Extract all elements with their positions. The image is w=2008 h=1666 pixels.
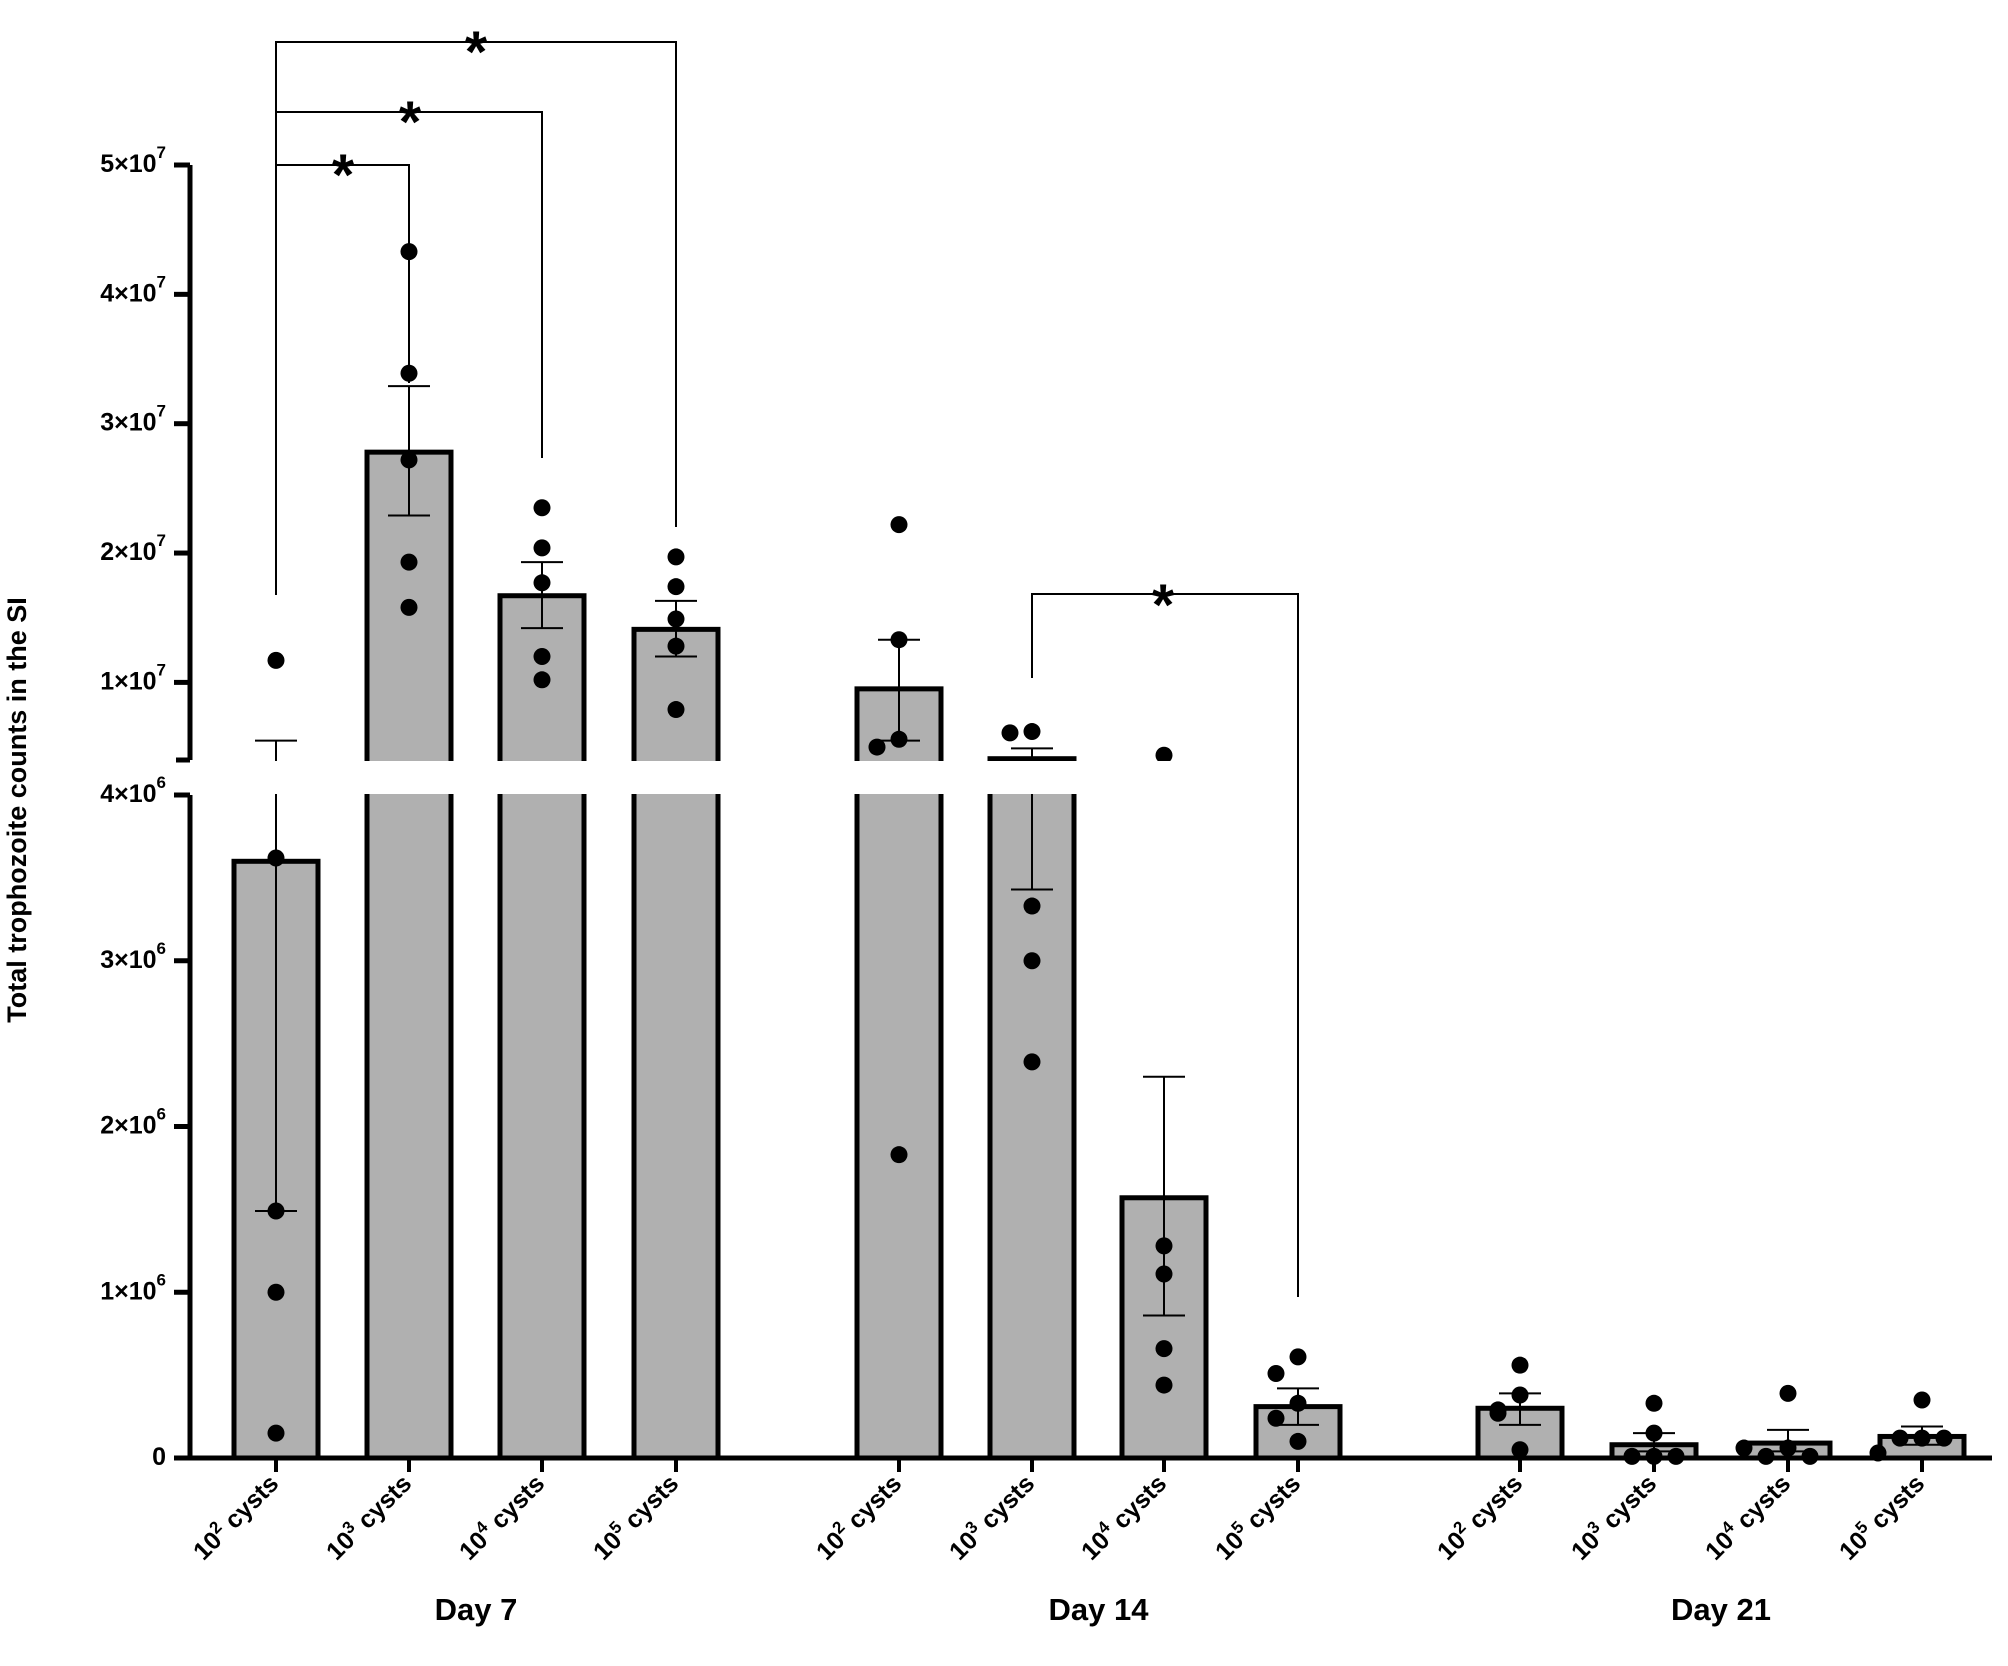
data-point bbox=[1289, 1432, 1307, 1450]
category-label: 104 cysts bbox=[452, 1467, 550, 1565]
data-point bbox=[1289, 1394, 1307, 1412]
data-point bbox=[1735, 1439, 1753, 1457]
group-label: Day 7 bbox=[435, 1592, 518, 1627]
y-tick-label: 5×107 bbox=[100, 143, 166, 177]
data-point bbox=[400, 598, 418, 616]
category-label: 104 cysts bbox=[1074, 1467, 1172, 1565]
group-label: Day 21 bbox=[1671, 1592, 1771, 1627]
category-label: 105 cysts bbox=[1832, 1467, 1930, 1565]
data-point bbox=[667, 701, 685, 719]
data-point bbox=[267, 651, 285, 669]
data-point bbox=[1511, 1356, 1529, 1374]
data-point bbox=[667, 637, 685, 655]
significance-label: * bbox=[1152, 573, 1175, 638]
data-point bbox=[1155, 1376, 1173, 1394]
data-point bbox=[1645, 1394, 1663, 1412]
category-label: 103 cysts bbox=[1564, 1467, 1662, 1565]
bar bbox=[497, 593, 587, 1461]
significance-bracket bbox=[275, 41, 677, 595]
y-tick-label: 3×106 bbox=[100, 939, 166, 973]
data-point bbox=[533, 574, 551, 592]
category-label: 102 cysts bbox=[1430, 1467, 1528, 1565]
data-point bbox=[1023, 723, 1041, 741]
data-point bbox=[267, 1424, 285, 1442]
data-point bbox=[533, 539, 551, 557]
data-point bbox=[1155, 1237, 1173, 1255]
data-point bbox=[1023, 952, 1041, 970]
data-point bbox=[533, 648, 551, 666]
data-point bbox=[533, 671, 551, 689]
category-label: 102 cysts bbox=[186, 1467, 284, 1565]
data-point bbox=[667, 578, 685, 596]
significance-bracket bbox=[1031, 593, 1299, 1297]
data-point bbox=[1511, 1386, 1529, 1404]
data-point bbox=[400, 451, 418, 469]
y-tick-label: 4×107 bbox=[100, 273, 166, 307]
axis-break-gap bbox=[194, 761, 1996, 794]
data-point bbox=[1913, 1429, 1931, 1447]
group-label: Day 14 bbox=[1049, 1592, 1150, 1627]
category-label: 103 cysts bbox=[319, 1467, 417, 1565]
data-point bbox=[1913, 1391, 1931, 1409]
bar bbox=[854, 686, 944, 1461]
data-point bbox=[267, 849, 285, 867]
y-tick-label: 1×107 bbox=[100, 661, 166, 695]
data-point bbox=[667, 548, 685, 566]
data-point bbox=[1155, 746, 1173, 764]
data-point bbox=[1155, 1265, 1173, 1283]
category-label: 102 cysts bbox=[809, 1467, 907, 1565]
y-tick-label: 4×106 bbox=[100, 773, 166, 807]
data-point bbox=[1511, 1441, 1529, 1459]
data-point bbox=[868, 738, 886, 756]
data-point bbox=[1779, 1384, 1797, 1402]
category-label: 105 cysts bbox=[586, 1467, 684, 1565]
significance-label: * bbox=[465, 20, 488, 85]
y-tick-label: 1×106 bbox=[100, 1271, 166, 1305]
y-tick-label: 0 bbox=[152, 1443, 166, 1471]
significance-label: * bbox=[399, 90, 422, 155]
data-point bbox=[1267, 1364, 1285, 1382]
data-point bbox=[1489, 1404, 1507, 1422]
data-point bbox=[1645, 1424, 1663, 1442]
data-point bbox=[267, 1202, 285, 1220]
data-point bbox=[267, 1283, 285, 1301]
y-axis-title: Total trophozoite counts in the SI bbox=[2, 597, 32, 1022]
data-point bbox=[400, 553, 418, 571]
data-point bbox=[1267, 1409, 1285, 1427]
data-point bbox=[1001, 724, 1019, 742]
data-point bbox=[1023, 897, 1041, 915]
y-tick-label: 2×106 bbox=[100, 1105, 166, 1139]
bar bbox=[631, 626, 721, 1461]
data-point bbox=[890, 516, 908, 534]
category-label: 104 cysts bbox=[1698, 1467, 1796, 1565]
data-point bbox=[890, 730, 908, 748]
data-point bbox=[1289, 1348, 1307, 1366]
data-point bbox=[667, 610, 685, 628]
data-point bbox=[1779, 1439, 1797, 1457]
y-tick-label: 3×107 bbox=[100, 402, 166, 436]
significance-label: * bbox=[332, 143, 355, 208]
y-tick-label: 2×107 bbox=[100, 532, 166, 566]
data-point bbox=[1891, 1429, 1909, 1447]
data-point bbox=[1023, 1053, 1041, 1071]
data-point bbox=[890, 1146, 908, 1164]
data-point bbox=[1155, 1340, 1173, 1358]
category-label: 105 cysts bbox=[1208, 1467, 1306, 1565]
category-label: 103 cysts bbox=[942, 1467, 1040, 1565]
data-point bbox=[890, 631, 908, 649]
data-point bbox=[1935, 1429, 1953, 1447]
data-point bbox=[533, 499, 551, 517]
